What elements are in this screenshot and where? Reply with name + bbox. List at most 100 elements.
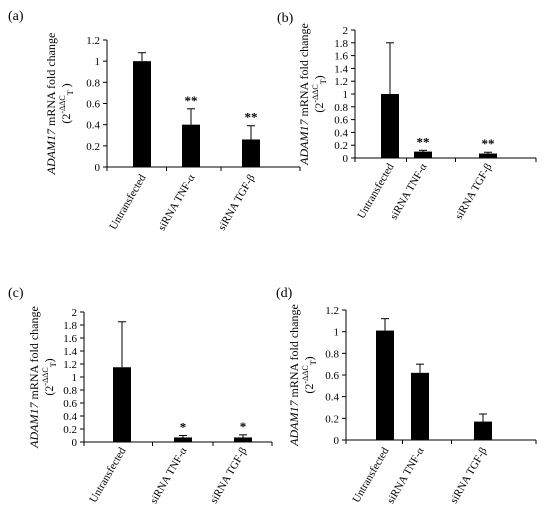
significance-marker: ** bbox=[245, 110, 258, 125]
formula-superscript: -ΔΔC bbox=[58, 95, 67, 113]
y-tick-label: 2 bbox=[343, 25, 349, 37]
bar-2 bbox=[182, 124, 200, 167]
y-axis-formula: (2-ΔΔCT) bbox=[301, 356, 318, 393]
panel-label: (a) bbox=[8, 9, 24, 24]
y-axis-label-gene: ADAM17 bbox=[287, 400, 301, 447]
category-label: siRNA TGF-β bbox=[216, 172, 258, 233]
panel-label: (c) bbox=[8, 286, 24, 301]
y-axis-label-text: mRNA fold change bbox=[297, 23, 311, 119]
y-axis-formula: (2-ΔΔCT) bbox=[311, 75, 328, 112]
category-label: siRNA TGF-β bbox=[208, 445, 250, 506]
y-tick-label: 0 bbox=[72, 437, 78, 449]
y-tick-label: 1.6 bbox=[63, 333, 77, 345]
formula-superscript: -ΔΔC bbox=[41, 367, 50, 385]
category-label: Untransfected bbox=[107, 172, 148, 232]
bar-2 bbox=[414, 151, 432, 158]
y-axis-label: ADAM17 mRNA fold change bbox=[44, 33, 58, 176]
formula-base: (2 bbox=[302, 384, 316, 394]
y-axis-label-gene: ADAM17 bbox=[297, 119, 311, 166]
bar-1 bbox=[376, 330, 394, 440]
y-axis-label-text: mRNA fold change bbox=[44, 33, 58, 129]
y-tick-label: 0 bbox=[95, 162, 101, 174]
y-axis-label-text: mRNA fold change bbox=[287, 304, 301, 400]
chart-panel-c: (c) 00.20.40.60.811.21.41.61.82 Untransfec… bbox=[8, 286, 273, 506]
category-label: siRNA TNF-α bbox=[148, 445, 190, 506]
formula-close: ) bbox=[312, 75, 326, 79]
y-tick-label: 1.8 bbox=[334, 38, 348, 50]
formula-close: ) bbox=[302, 356, 316, 360]
significance-marker: ** bbox=[417, 134, 430, 149]
formula-base: (2 bbox=[312, 103, 326, 113]
y-tick-label: 1.2 bbox=[86, 35, 100, 47]
y-tick-label: 0.8 bbox=[325, 348, 339, 360]
y-tick-label: 0.8 bbox=[334, 102, 348, 114]
y-tick-label: 0.4 bbox=[63, 411, 77, 423]
category-label: siRNA TNF-α bbox=[385, 445, 427, 506]
bar-3 bbox=[474, 421, 492, 440]
category-label: siRNA TGF-β bbox=[453, 161, 495, 222]
formula-subscript: T bbox=[309, 360, 318, 365]
bar-2 bbox=[174, 437, 192, 442]
significance-marker: ** bbox=[482, 136, 495, 151]
y-tick-label: 1.4 bbox=[63, 346, 77, 358]
y-axis-label: ADAM17 mRNA fold change bbox=[287, 304, 301, 447]
y-tick-label: 1.2 bbox=[334, 76, 348, 88]
y-axis-label-text: mRNA fold change bbox=[27, 306, 41, 402]
category-label: Untransfected bbox=[87, 445, 128, 505]
y-tick-label: 0.2 bbox=[325, 413, 339, 425]
significance-marker: ** bbox=[185, 93, 198, 108]
y-tick-label: 0.4 bbox=[334, 127, 348, 139]
formula-subscript: T bbox=[319, 79, 328, 84]
y-tick-label: 0.2 bbox=[86, 141, 100, 153]
bar-1 bbox=[381, 94, 399, 158]
y-tick-label: 1 bbox=[343, 89, 349, 101]
bar-3 bbox=[242, 139, 260, 167]
formula-superscript: -ΔΔC bbox=[311, 84, 320, 102]
y-axis-label-gene: ADAM17 bbox=[27, 402, 41, 449]
y-tick-label: 1 bbox=[95, 56, 101, 68]
y-tick-label: 0.6 bbox=[86, 99, 100, 111]
chart-panel-b: (b)00.20.40.60.811.21.41.61.82Untransfec… bbox=[277, 11, 537, 222]
y-tick-label: 2 bbox=[72, 307, 78, 319]
y-tick-label: 0.8 bbox=[63, 385, 77, 397]
bar-1 bbox=[133, 61, 151, 167]
y-axis-label: ADAM17 mRNA fold change bbox=[27, 306, 41, 449]
y-tick-label: 1 bbox=[334, 327, 340, 339]
y-tick-label: 1.4 bbox=[334, 63, 348, 75]
category-label: siRNA TNF-α bbox=[156, 172, 198, 233]
formula-subscript: T bbox=[66, 90, 75, 95]
y-tick-label: 0.2 bbox=[334, 140, 348, 152]
category-label: siRNA TGF-β bbox=[448, 445, 490, 506]
y-tick-label: 1.6 bbox=[334, 51, 348, 63]
y-tick-label: 0.6 bbox=[334, 115, 348, 127]
y-axis-label: ADAM17 mRNA fold change bbox=[297, 23, 311, 166]
y-tick-label: 0.6 bbox=[325, 370, 339, 382]
y-tick-label: 0.2 bbox=[63, 424, 77, 436]
y-tick-label: 1.2 bbox=[63, 359, 77, 371]
y-tick-label: 0.6 bbox=[63, 398, 77, 410]
y-tick-label: 0.4 bbox=[86, 120, 100, 132]
y-axis-formula: (2-ΔΔCT ) bbox=[58, 83, 75, 123]
significance-marker: * bbox=[240, 419, 247, 434]
chart-panel-a: (a) 0 0.2 0.4 0.6 0.8 1 1.2 Untransfected ** siRNA… bbox=[8, 9, 301, 233]
y-tick-label: 1.8 bbox=[63, 320, 77, 332]
y-tick-label: 0 bbox=[334, 435, 340, 447]
formula-base: (2 bbox=[42, 386, 56, 396]
bar-2 bbox=[411, 372, 429, 440]
y-tick-label: 0.8 bbox=[86, 77, 100, 89]
formula-superscript: -ΔΔC bbox=[301, 365, 310, 383]
y-axis-label-gene: ADAM17 bbox=[44, 128, 58, 175]
bar-1 bbox=[113, 367, 131, 442]
significance-marker: * bbox=[180, 420, 187, 435]
panel-label: (d) bbox=[276, 286, 293, 301]
formula-subscript: T bbox=[49, 362, 58, 367]
category-label: Untransfected bbox=[350, 445, 391, 505]
y-tick-label: 1.2 bbox=[325, 305, 339, 317]
y-tick-label: 0 bbox=[343, 153, 349, 165]
y-tick-label: 0.4 bbox=[325, 392, 339, 404]
bar-3 bbox=[234, 437, 252, 442]
formula-base: (2 bbox=[59, 114, 73, 124]
y-tick-label: 1 bbox=[72, 372, 78, 384]
